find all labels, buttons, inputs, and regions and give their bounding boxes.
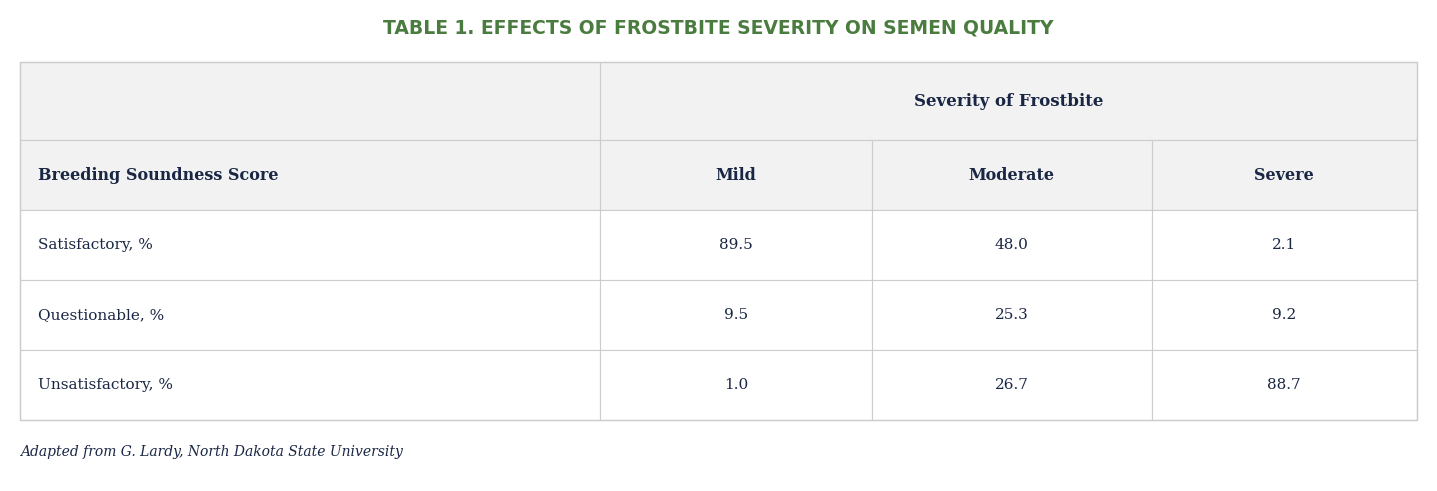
Bar: [20, 280, 599, 350]
Text: 26.7: 26.7: [994, 378, 1029, 392]
Text: 88.7: 88.7: [1267, 378, 1300, 392]
Bar: [872, 280, 1151, 350]
Text: 89.5: 89.5: [718, 238, 753, 252]
Bar: [20, 140, 599, 210]
Text: TABLE 1. EFFECTS OF FROSTBITE SEVERITY ON SEMEN QUALITY: TABLE 1. EFFECTS OF FROSTBITE SEVERITY O…: [384, 19, 1053, 37]
Text: Breeding Soundness Score: Breeding Soundness Score: [37, 166, 279, 184]
Text: Severity of Frostbite: Severity of Frostbite: [914, 92, 1104, 109]
Bar: [872, 210, 1151, 280]
Text: Questionable, %: Questionable, %: [37, 308, 164, 322]
Text: Unsatisfactory, %: Unsatisfactory, %: [37, 378, 172, 392]
Text: Satisfactory, %: Satisfactory, %: [37, 238, 152, 252]
Text: Adapted from G. Lardy, North Dakota State University: Adapted from G. Lardy, North Dakota Stat…: [20, 445, 402, 459]
Text: 1.0: 1.0: [724, 378, 749, 392]
Bar: [20, 62, 1417, 420]
Text: 9.2: 9.2: [1272, 308, 1296, 322]
Text: 48.0: 48.0: [994, 238, 1029, 252]
Bar: [20, 62, 599, 140]
Bar: [872, 350, 1151, 420]
Bar: [1151, 210, 1417, 280]
Bar: [872, 140, 1151, 210]
Text: Moderate: Moderate: [969, 166, 1055, 184]
Bar: [599, 280, 872, 350]
Bar: [1151, 350, 1417, 420]
Bar: [20, 350, 599, 420]
Text: Mild: Mild: [716, 166, 756, 184]
Bar: [599, 62, 1417, 140]
Text: Severe: Severe: [1255, 166, 1315, 184]
Bar: [1151, 280, 1417, 350]
Bar: [20, 210, 599, 280]
Text: 9.5: 9.5: [724, 308, 749, 322]
Bar: [599, 210, 872, 280]
Bar: [599, 350, 872, 420]
Text: 2.1: 2.1: [1272, 238, 1296, 252]
Bar: [1151, 140, 1417, 210]
Bar: [599, 140, 872, 210]
Text: 25.3: 25.3: [994, 308, 1029, 322]
